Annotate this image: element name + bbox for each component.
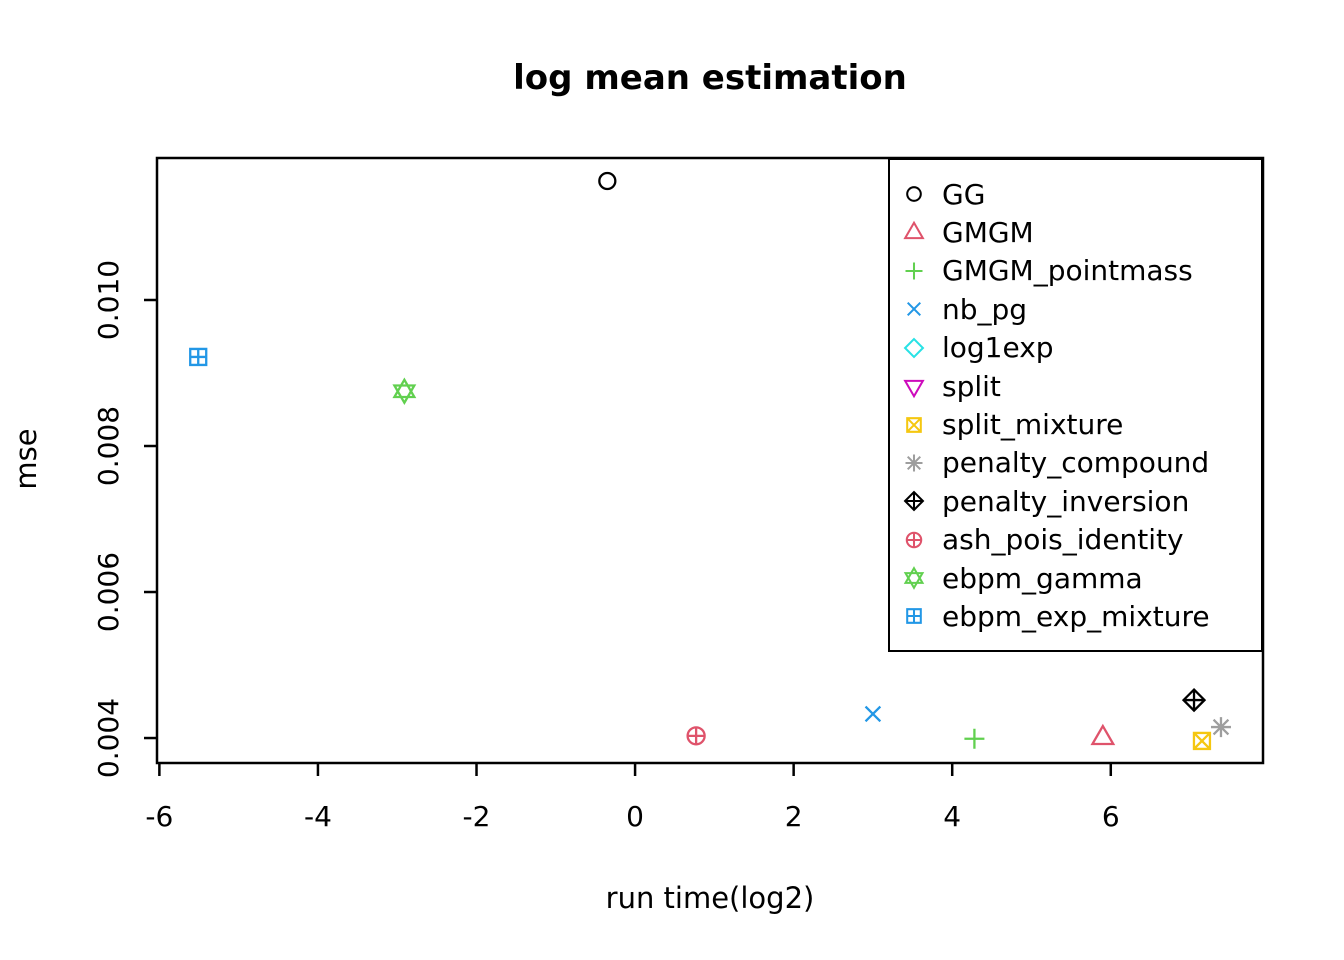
square-plus-icon	[906, 608, 922, 625]
legend-label: ebpm_gamma	[942, 561, 1143, 595]
y-axis-label: mse	[9, 428, 43, 490]
legend: GG GMGM GMGM_pointmass nb_pg log1exp split spl…	[888, 158, 1263, 652]
y-tick-label: 0.010	[92, 260, 125, 340]
legend-item-ash_pois_identity: ash_pois_identity	[890, 521, 1261, 559]
x-tick-label: -6	[145, 800, 173, 833]
legend-item-GMGM: GMGM	[890, 213, 1261, 251]
x-icon	[906, 302, 922, 317]
diamond-plus-icon	[903, 490, 925, 512]
circle-icon	[906, 186, 922, 202]
x-tick-label: 2	[785, 800, 803, 833]
point-ash_pois_identity	[686, 726, 706, 746]
point-penalty_compound	[1210, 717, 1231, 738]
legend-item-GMGM_pointmass: GMGM_pointmass	[890, 252, 1261, 290]
point-ebpm_exp_mixture	[189, 347, 208, 367]
point-GMGM_pointmass	[964, 728, 985, 749]
x-tick-label: 4	[943, 800, 961, 833]
square-x-icon	[906, 416, 922, 433]
triangle-up-icon	[903, 220, 925, 239]
legend-label: ash_pois_identity	[942, 523, 1184, 557]
point-GG	[598, 171, 617, 191]
diamond-icon	[903, 337, 925, 359]
legend-label: split_mixture	[942, 408, 1124, 442]
point-GMGM	[1090, 723, 1116, 746]
x-tick-label: -4	[304, 800, 332, 833]
x-tick-label: 0	[626, 800, 644, 833]
chart-title: log mean estimation	[513, 58, 907, 98]
star-of-david-icon	[903, 566, 925, 590]
circle-plus-icon	[905, 531, 923, 548]
legend-label: split	[942, 369, 1001, 403]
point-ebpm_gamma	[392, 377, 417, 406]
legend-label: log1exp	[942, 331, 1054, 365]
x-tick-label: 6	[1102, 800, 1120, 833]
legend-label: GG	[942, 177, 986, 211]
legend-item-penalty_compound: penalty_compound	[890, 444, 1261, 482]
legend-label: penalty_inversion	[942, 484, 1190, 518]
point-nb_pg	[864, 705, 882, 723]
plus-icon	[905, 262, 923, 280]
triangle-down-icon	[903, 380, 925, 399]
legend-label: nb_pg	[942, 292, 1028, 326]
legend-item-split: split	[890, 367, 1261, 405]
legend-label: GMGM	[942, 216, 1034, 250]
legend-item-split_mixture: split_mixture	[890, 405, 1261, 443]
y-tick-label: 0.004	[92, 698, 125, 778]
plot-box	[155, 156, 1265, 765]
legend-item-ebpm_gamma: ebpm_gamma	[890, 559, 1261, 597]
legend-label: penalty_compound	[942, 446, 1210, 480]
x-axis-label: run time(log2)	[605, 881, 815, 915]
legend-item-ebpm_exp_mixture: ebpm_exp_mixture	[890, 597, 1261, 635]
legend-item-nb_pg: nb_pg	[890, 290, 1261, 328]
legend-label: ebpm_exp_mixture	[942, 599, 1210, 633]
x-tick-label: -2	[463, 800, 491, 833]
legend-label: GMGM_pointmass	[942, 254, 1193, 288]
point-split_mixture	[1192, 731, 1212, 751]
point-penalty_inversion	[1181, 687, 1207, 713]
legend-item-GG: GG	[890, 175, 1261, 213]
y-tick-label: 0.008	[92, 406, 125, 486]
legend-item-penalty_inversion: penalty_inversion	[890, 482, 1261, 520]
legend-item-log1exp: log1exp	[890, 329, 1261, 367]
y-tick-label: 0.006	[92, 552, 125, 632]
asterisk-icon	[905, 454, 923, 472]
